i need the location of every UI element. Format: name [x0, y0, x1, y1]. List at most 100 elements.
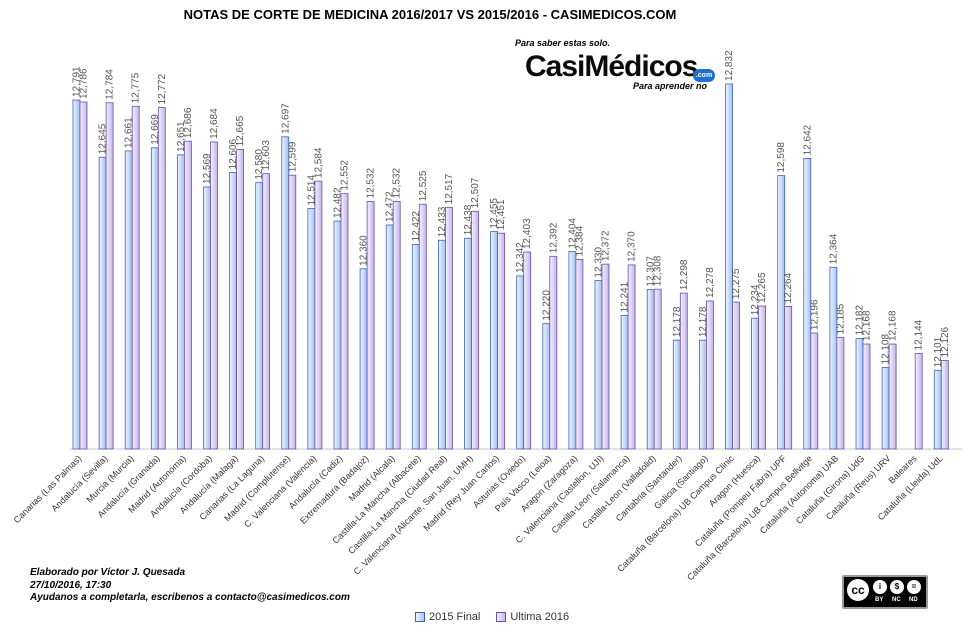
value-label-2015-8: 12,697 — [280, 103, 291, 134]
bar-2016-3 — [157, 107, 166, 450]
bar-2015-20 — [594, 280, 603, 450]
bar-2015-33 — [933, 369, 942, 450]
value-label-2016-8: 12,599 — [287, 141, 298, 172]
bar-2016-2 — [131, 105, 140, 450]
bar-2015-31 — [881, 367, 890, 450]
value-label-2015-19: 12,404 — [567, 218, 578, 249]
value-label-2016-11: 12,532 — [366, 167, 377, 198]
bar-2016-19 — [575, 259, 584, 450]
cc-icon: cc — [847, 579, 869, 601]
bar-2015-13 — [411, 244, 420, 450]
value-label-2016-3: 12,772 — [157, 73, 168, 104]
bar-2016-20 — [601, 263, 610, 450]
bar-2015-9 — [307, 208, 316, 450]
bar-2015-14 — [437, 239, 446, 450]
value-label-2015-7: 12,580 — [254, 149, 265, 180]
value-label-2015-6: 12,606 — [228, 138, 239, 169]
bar-2015-29 — [829, 266, 838, 450]
bar-2016-8 — [288, 174, 297, 450]
license-by-label: BY — [875, 597, 884, 603]
casimedicos-logo: Para saber estas solo. CasiMédicos .com … — [505, 38, 720, 98]
value-label-2015-12: 12,472 — [385, 191, 396, 222]
bar-2016-33 — [940, 360, 949, 450]
value-label-2015-28: 12,642 — [802, 124, 813, 155]
value-label-2015-9: 12,514 — [306, 174, 317, 205]
bar-2015-25 — [725, 83, 733, 450]
value-label-2015-3: 12,669 — [150, 114, 161, 145]
value-label-2016-29: 12,185 — [835, 303, 846, 334]
bar-2015-21 — [620, 315, 629, 450]
bar-2015-24 — [699, 339, 707, 450]
logo-com-badge: .com — [693, 69, 715, 82]
value-label-2016-30: 12,168 — [862, 310, 873, 341]
value-label-2016-20: 12,372 — [601, 230, 612, 261]
bar-2016-24 — [706, 300, 714, 450]
bar-2016-30 — [862, 343, 871, 450]
bar-2016-10 — [340, 193, 349, 450]
bar-2016-12 — [392, 201, 401, 450]
value-label-2016-14: 12,517 — [444, 173, 455, 204]
value-label-2016-18: 12,392 — [548, 222, 559, 253]
logo-brand: CasiMédicos — [525, 50, 698, 83]
value-label-2016-33: 12,126 — [940, 326, 951, 357]
bar-2015-18 — [542, 323, 551, 450]
attribution-icon: i — [873, 580, 887, 594]
bar-2016-13 — [418, 203, 427, 450]
value-label-2016-10: 12,552 — [340, 160, 351, 191]
value-label-2015-33: 12,101 — [933, 336, 944, 367]
value-label-2015-29: 12,364 — [828, 233, 839, 264]
value-label-2015-20: 12,330 — [594, 247, 605, 278]
bar-2016-21 — [627, 264, 636, 450]
logo-top-text: Para saber estas solo. — [515, 38, 611, 48]
value-label-2016-22: 12,308 — [653, 255, 664, 286]
bar-2016-31 — [888, 343, 897, 450]
value-label-2015-11: 12,360 — [359, 235, 370, 266]
bar-2016-6 — [236, 148, 245, 450]
legend-item-2015: 2015 Final — [415, 611, 480, 623]
value-label-2016-27: 12,264 — [783, 272, 794, 303]
value-label-2016-12: 12,532 — [392, 167, 403, 198]
bar-2016-23 — [679, 292, 688, 450]
value-label-2016-19: 12,384 — [574, 225, 585, 256]
value-label-2016-31: 12,168 — [888, 310, 899, 341]
value-label-2016-6: 12,665 — [235, 115, 246, 146]
noderivatives-icon: = — [907, 580, 921, 594]
legend-label-2016: Ultima 2016 — [510, 611, 570, 623]
bar-2015-23 — [672, 339, 681, 450]
bar-2016-1 — [105, 102, 114, 450]
value-label-2016-26: 12,265 — [757, 272, 768, 303]
bar-2016-26 — [758, 305, 766, 450]
value-label-2016-1: 12,784 — [105, 69, 116, 100]
value-label-2015-15: 12,438 — [463, 204, 474, 235]
value-label-2015-16: 12,455 — [489, 198, 500, 229]
value-label-2015-23: 12,178 — [672, 306, 683, 337]
value-label-2016-0: 12,786 — [79, 68, 90, 99]
value-label-2016-17: 12,403 — [522, 218, 533, 249]
bar-2016-32 — [914, 353, 923, 450]
chart-title: NOTAS DE CORTE DE MEDICINA 2016/2017 VS … — [183, 7, 677, 22]
chart-legend: 2015 Final Ultima 2016 — [415, 611, 569, 623]
value-label-2016-5: 12,684 — [209, 108, 220, 139]
logo-bottom-text: Para aprender no — [633, 81, 708, 91]
bar-2016-5 — [210, 141, 218, 450]
value-label-2016-9: 12,584 — [313, 147, 324, 178]
category-label-12: Madrid (Alcala) — [347, 453, 397, 503]
bar-2016-27 — [784, 306, 793, 450]
value-label-2015-17: 12,342 — [515, 242, 526, 273]
bar-2016-17 — [523, 251, 532, 450]
category-labels-group: Canarias (Las Palmas)Andalucía (Sevilla)… — [12, 453, 945, 582]
value-label-2015-25: 12,832 — [724, 50, 735, 81]
value-label-2015-26: 12,234 — [750, 284, 761, 315]
bar-2015-11 — [359, 268, 368, 450]
value-label-2015-13: 12,422 — [411, 211, 422, 242]
bar-2015-6 — [229, 172, 238, 450]
bar-2016-4 — [183, 140, 192, 450]
bar-2016-7 — [262, 173, 271, 450]
bar-2015-7 — [255, 182, 264, 450]
bar-2016-11 — [366, 201, 375, 450]
bars-group — [72, 83, 949, 450]
bar-2015-28 — [803, 157, 812, 450]
value-label-2015-24: 12,178 — [698, 306, 709, 337]
